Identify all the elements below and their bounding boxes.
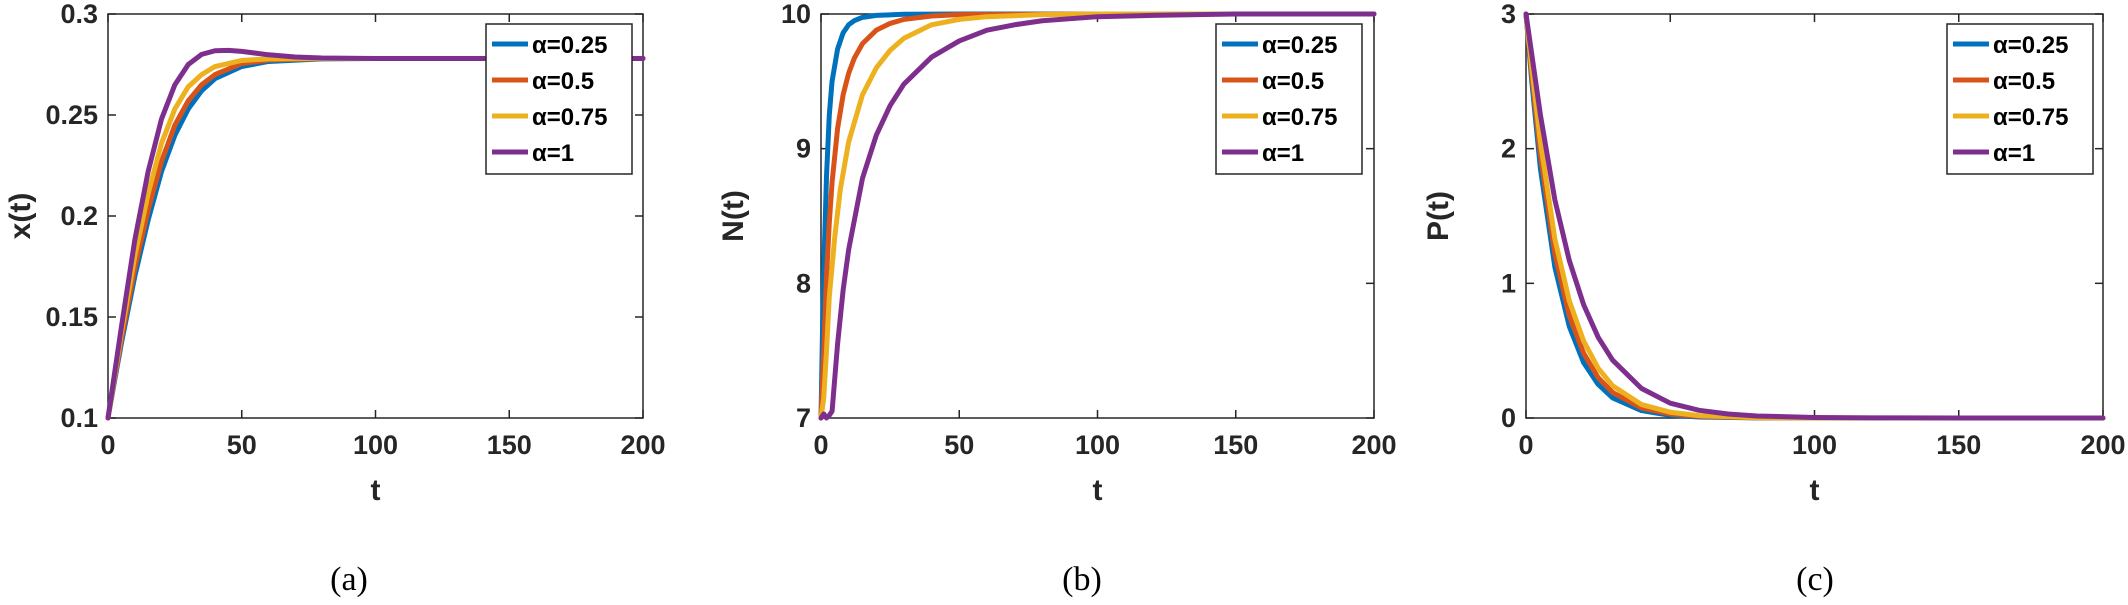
y-axis-label: x(t) [4,193,37,240]
legend-box [1215,23,1363,175]
x-axis-label: t [1093,474,1103,507]
legend: α=0.25 α=0.5 α=0.75 α=1 [1946,23,2094,175]
legend: α=0.25 α=0.5 α=0.75 α=1 [1215,23,1363,175]
legend-label-1: α=0.25 [532,32,607,59]
x-tick-label: 150 [487,430,532,460]
chart-panel-3: 0 50 100 150 2000123tP(t)α=0.25α=0.5α=0.75α=… [1422,0,2126,598]
y-tick-label: 10 [781,0,811,29]
x-tick-label: 50 [944,430,974,460]
x-tick-label: 150 [1213,430,1258,460]
series-line-4 [105,47,646,421]
chart-panel-2: 0 50 100 150 20078910tN(t)α=0.25α=0.5α=0.75α… [717,0,1397,598]
y-tick-label: 0.15 [45,302,98,332]
y-tick-label: 9 [796,134,811,164]
series-line-2 [818,11,1377,421]
legend-label-2: α=0.5 [1993,68,2055,95]
panel-caption: (c) [1796,561,1834,598]
x-tick-label: 50 [227,430,257,460]
legend: α=0.25 α=0.5 α=0.75 α=1 [485,23,633,175]
x-tick-label: 200 [620,430,665,460]
x-axis-label: t [371,474,381,507]
x-tick-label: 0 [1518,430,1533,460]
series-line-3 [818,11,1377,421]
x-tick-label: 50 [1655,430,1685,460]
y-tick-label: 0.2 [60,201,98,231]
legend-label-3: α=0.75 [532,104,607,131]
x-tick-label: 0 [813,430,828,460]
y-tick-label: 8 [796,268,811,298]
legend-label-2: α=0.5 [532,68,594,95]
legend-box [1946,23,2094,175]
series-line-4 [1523,11,2106,421]
x-tick-label: 0 [100,430,115,460]
legend-label-4: α=1 [532,140,574,167]
y-tick-label: 7 [796,403,811,433]
y-tick-label: 2 [1501,134,1516,164]
x-tick-label: 150 [1936,430,1981,460]
legend-label-1: α=0.25 [1993,32,2068,59]
x-tick-label: 200 [1351,430,1396,460]
x-axis-label: t [1810,474,1820,507]
y-axis-label: N(t) [717,190,750,242]
y-axis-label: P(t) [1422,191,1455,241]
x-tick-label: 200 [2080,430,2125,460]
y-tick-label: 3 [1501,0,1516,29]
legend-label-4: α=1 [1262,140,1304,167]
x-tick-label: 100 [353,430,398,460]
x-tick-label: 100 [1792,430,1837,460]
legend-label-3: α=0.75 [1993,104,2068,131]
panel-caption: (b) [1062,561,1102,598]
legend-label-4: α=1 [1993,140,2035,167]
y-tick-label: 0 [1501,403,1516,433]
y-tick-label: 0.1 [60,403,98,433]
legend-box [485,23,633,175]
legend-label-3: α=0.75 [1262,104,1337,131]
y-tick-label: 1 [1501,268,1516,298]
y-tick-label: 0.25 [45,100,98,130]
legend-label-2: α=0.5 [1262,68,1324,95]
chart-panel-1: 0 50 100 150 200 0.1 0.15 0.2 0.25 0.3 t x(t) α=0.25… [4,0,666,598]
series-line-4 [818,11,1377,421]
x-tick-label: 100 [1075,430,1120,460]
legend-label-1: α=0.25 [1262,32,1337,59]
panel-caption: (a) [330,561,368,598]
y-tick-label: 0.3 [60,0,98,29]
